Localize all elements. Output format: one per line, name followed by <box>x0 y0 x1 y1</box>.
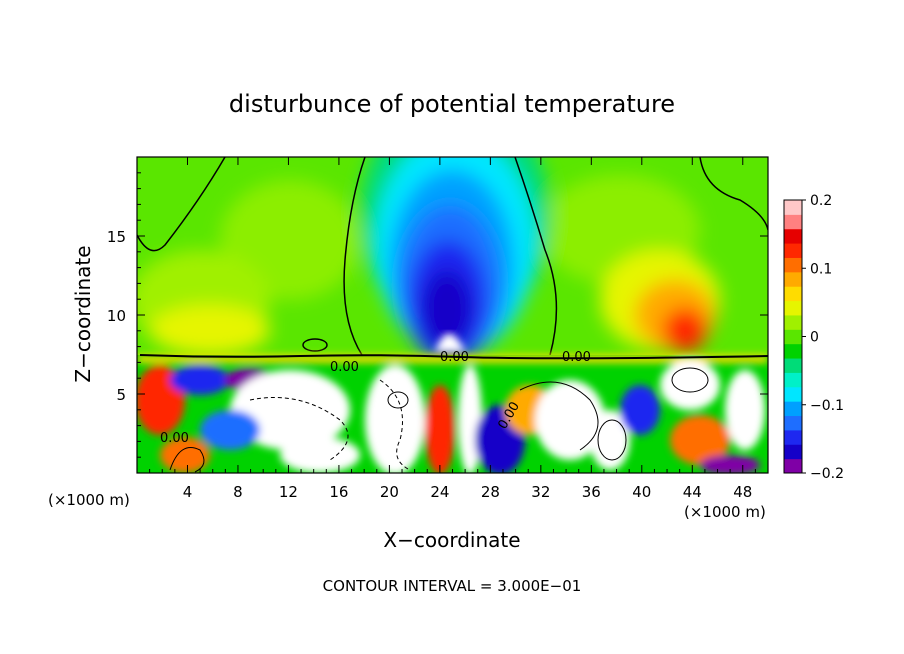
y-axis-label: Z−coordinate <box>71 245 95 382</box>
x-tick-label: 16 <box>329 483 348 501</box>
plot-area: 0.00 0.00 0.00 0.00 0.00 <box>137 157 768 473</box>
colorbar-tick-label: 0.1 <box>810 261 832 277</box>
colorbar <box>784 200 802 474</box>
x-unit-right: (×1000 m) <box>684 503 766 521</box>
colorbar-swatch <box>784 429 802 445</box>
chart-title: disturbunce of potential temperature <box>229 90 675 118</box>
colorbar-swatch <box>784 300 802 316</box>
colorbar-tick-label: 0 <box>810 330 819 346</box>
colorbar-swatch <box>784 343 802 359</box>
y-axis-ticks: 5 10 15 <box>107 172 768 458</box>
x-unit-left: (×1000 m) <box>48 491 130 509</box>
colorbar-swatch <box>784 214 802 230</box>
x-tick-label: 32 <box>531 483 550 501</box>
colorbar-swatch <box>784 358 802 373</box>
x-axis-label: X−coordinate <box>383 528 520 552</box>
upper-layer <box>137 157 720 365</box>
contour-label: 0.00 <box>160 431 189 446</box>
x-tick-label: 28 <box>481 483 500 501</box>
colorbar-swatch <box>784 228 802 244</box>
colorbar-swatch <box>784 200 802 215</box>
x-tick-label: 20 <box>380 483 399 501</box>
colorbar-swatch <box>784 386 802 402</box>
y-tick-label: 15 <box>107 228 126 246</box>
contour-label: 0.00 <box>330 360 359 375</box>
colorbar-tick-label: −0.1 <box>810 398 844 414</box>
colorbar-swatch <box>784 257 802 273</box>
y-tick-label: 5 <box>116 386 126 404</box>
x-tick-label: 40 <box>632 483 651 501</box>
colorbar-tick-label: −0.2 <box>810 466 844 482</box>
colorbar-swatch <box>784 286 802 302</box>
colorbar-ticks: 0.2 0.1 0 −0.1 −0.2 <box>802 193 844 482</box>
colorbar-swatch <box>784 415 802 431</box>
colorbar-swatch <box>784 444 802 460</box>
x-axis-ticks: 4 8 12 16 20 24 28 32 36 40 44 48 <box>149 157 756 501</box>
contour-interval-footer: CONTOUR INTERVAL = 3.000E−01 <box>323 577 582 595</box>
y-tick-label: 10 <box>107 307 126 325</box>
colorbar-tick-label: 0.2 <box>810 193 832 209</box>
colorbar-swatch <box>784 271 802 287</box>
x-tick-label: 8 <box>233 483 243 501</box>
contour-label: 0.00 <box>440 350 469 365</box>
colorbar-swatch <box>784 401 802 417</box>
x-tick-label: 24 <box>430 483 449 501</box>
colorbar-swatch <box>784 329 802 345</box>
x-tick-label: 36 <box>582 483 601 501</box>
x-tick-label: 12 <box>279 483 298 501</box>
colorbar-swatch <box>784 243 802 258</box>
contour-lines-upper <box>137 157 768 356</box>
lower-layer <box>137 354 768 473</box>
x-tick-label: 44 <box>683 483 702 501</box>
colorbar-swatch <box>784 458 802 474</box>
colorbar-swatch <box>784 314 802 330</box>
x-tick-label: 4 <box>183 483 193 501</box>
contour-label: 0.00 <box>562 350 591 365</box>
colorbar-swatch <box>784 372 802 388</box>
x-tick-label: 48 <box>733 483 752 501</box>
